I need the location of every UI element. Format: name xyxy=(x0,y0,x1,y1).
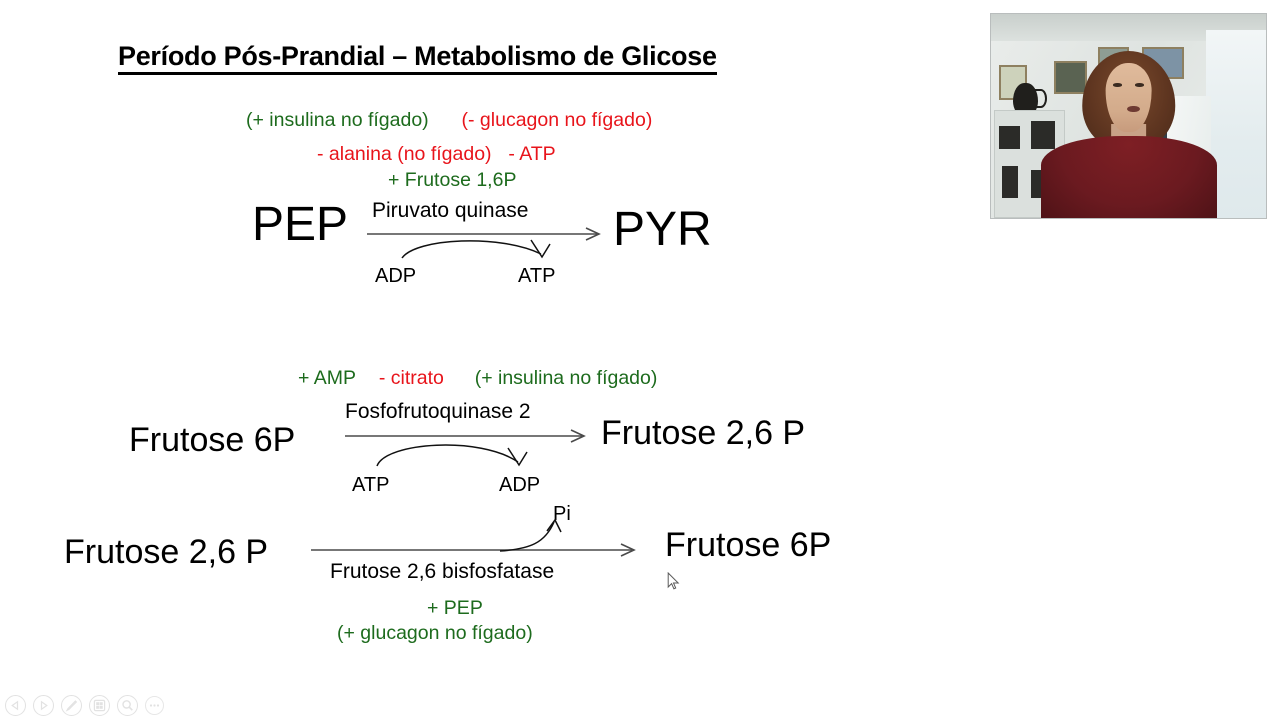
presentation-toolbar xyxy=(5,695,164,716)
slide-overview-button[interactable] xyxy=(89,695,110,716)
annotation-glucagon-figado: (- glucagon no fígado) xyxy=(461,109,653,131)
triangle-left-icon xyxy=(11,700,19,711)
annotation-amp-positive: + AMP xyxy=(298,367,356,389)
reaction1-main-arrow xyxy=(367,227,601,241)
annotation-citrato-negative: - citrato xyxy=(378,367,444,389)
wall-picture-2 xyxy=(1054,60,1088,94)
triangle-right-icon xyxy=(40,700,48,711)
reaction1-cofactor-arc xyxy=(401,239,551,259)
pen-icon xyxy=(65,700,78,712)
presenter-face xyxy=(1105,62,1152,133)
video-frame-content xyxy=(991,14,1266,218)
presenter-eye-right xyxy=(1135,83,1145,87)
reaction2-main-arrow xyxy=(345,429,586,443)
reaction2-annotation-row-1: + AMP - citrato (+ insulina no fígado) xyxy=(298,367,658,389)
reaction1-annotation-row-1: (+ insulina no fígado) (- glucagon no fí… xyxy=(246,109,653,131)
reaction2-substrate-frutose-6p: Frutose 6P xyxy=(129,421,296,459)
reaction3-substrate-frutose-26p: Frutose 2,6 P xyxy=(64,533,269,571)
reaction1-cofactor-adp: ADP xyxy=(375,265,417,287)
presenter-video-feed[interactable] xyxy=(990,13,1267,219)
next-slide-button[interactable] xyxy=(33,695,54,716)
reaction3-annotation-row-2: (+ glucagon no fígado) xyxy=(337,622,533,644)
reaction3-annotation-row-1: + PEP xyxy=(427,597,483,619)
previous-slide-button[interactable] xyxy=(5,695,26,716)
annotation-insulina-figado-2: (+ insulina no fígado) xyxy=(474,367,658,389)
reaction2-product-frutose-26p: Frutose 2,6 P xyxy=(601,414,806,452)
reaction2-cofactor-arc xyxy=(376,444,528,467)
grid-slides-icon xyxy=(93,699,106,712)
zoom-button[interactable] xyxy=(117,695,138,716)
reaction1-annotation-row-2: - alanina (no fígado) - ATP xyxy=(317,143,556,165)
annotation-glucagon-figado-positive: (+ glucagon no fígado) xyxy=(337,622,533,644)
reaction2-cofactor-atp: ATP xyxy=(352,474,390,496)
reaction1-annotation-row-3: + Frutose 1,6P xyxy=(388,169,517,191)
pen-annotation-button[interactable] xyxy=(61,695,82,716)
magnifier-icon xyxy=(122,700,133,711)
presenter-eye-left xyxy=(1113,83,1123,87)
presenter-mouth xyxy=(1127,105,1140,113)
annotation-pep-positive: + PEP xyxy=(427,597,483,619)
reaction1-substrate-pep: PEP xyxy=(252,198,349,251)
annotation-insulina-figado: (+ insulina no fígado) xyxy=(246,109,429,131)
reaction3-product-pi: Pi xyxy=(553,503,571,525)
ellipsis-icon xyxy=(149,704,160,707)
more-options-button[interactable] xyxy=(145,696,164,715)
reaction3-enzyme-label: Frutose 2,6 bisfosfatase xyxy=(330,560,555,583)
presenter-torso xyxy=(1040,136,1217,218)
annotation-alanina-figado: - alanina (no fígado) xyxy=(317,143,492,165)
reaction2-cofactor-adp: ADP xyxy=(499,474,541,496)
reaction1-product-pyr: PYR xyxy=(613,203,712,256)
annotation-atp-negative: - ATP xyxy=(508,143,556,165)
reaction2-enzyme-label: Fosfofrutoquinase 2 xyxy=(345,400,531,423)
mouse-cursor xyxy=(667,572,680,590)
annotation-frutose-16p: + Frutose 1,6P xyxy=(388,169,517,191)
reaction3-main-arrow xyxy=(311,543,636,557)
reaction3-product-frutose-6p: Frutose 6P xyxy=(665,526,832,564)
reaction3-pi-arc xyxy=(499,518,562,552)
page-title: Período Pós-Prandial – Metabolismo de Gl… xyxy=(118,42,717,76)
reaction1-cofactor-atp: ATP xyxy=(518,265,556,287)
reaction1-enzyme-label: Piruvato quinase xyxy=(372,199,529,222)
